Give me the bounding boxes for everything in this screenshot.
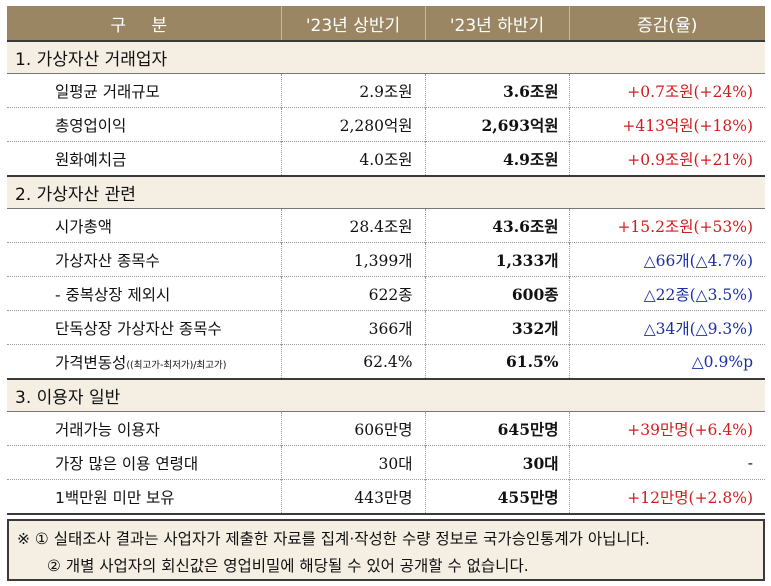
table-row: 시가총액 28.4조원 43.6조원 +15.2조원(+53%) <box>7 208 765 243</box>
header-change: 증감(율) <box>568 6 765 41</box>
change-value: △22종(△3.5%) <box>568 276 765 311</box>
second-half-value: 30대 <box>424 445 569 480</box>
second-half-value: 3.6조원 <box>424 73 569 108</box>
table-row: 단독상장 가상자산 종목수 366개 332개 △34개(△9.3%) <box>7 310 765 345</box>
row-label: 단독상장 가상자산 종목수 <box>55 319 222 338</box>
first-half-value: 4.0조원 <box>280 141 425 176</box>
row-label-cell: 일평균 거래규모 <box>7 73 281 108</box>
change-value: +0.9조원(+21%) <box>568 141 765 176</box>
row-label-cell: 1백만원 미만 보유 <box>7 479 281 515</box>
change-value: +0.7조원(+24%) <box>568 73 765 108</box>
change-value: +413억원(+18%) <box>568 107 765 142</box>
row-label-cell: 원화예치금 <box>7 141 281 176</box>
change-value: △34개(△9.3%) <box>568 310 765 345</box>
first-half-value: 443만명 <box>280 479 425 515</box>
first-half-value: 2.9조원 <box>280 73 425 108</box>
change-value: △0.9%p <box>568 344 765 379</box>
section-header-row: 3. 이용자 일반 <box>7 378 765 412</box>
row-label: 가상자산 종목수 <box>55 251 160 270</box>
table-row: - 중복상장 제외시 622종 600종 △22종(△3.5%) <box>7 276 765 311</box>
first-half-value: 1,399개 <box>280 242 425 277</box>
row-label-note: ((최고가-최저가)/최고가) <box>126 359 227 371</box>
second-half-value: 61.5% <box>424 344 569 379</box>
section-header-row: 1. 가상자산 거래업자 <box>7 40 765 74</box>
table-row: 일평균 거래규모 2.9조원 3.6조원 +0.7조원(+24%) <box>7 73 765 108</box>
second-half-value: 4.9조원 <box>424 141 569 176</box>
change-value: △66개(△4.7%) <box>568 242 765 277</box>
row-label-cell: 단독상장 가상자산 종목수 <box>7 310 281 345</box>
section-title: 2. 가상자산 관련 <box>7 175 765 209</box>
change-value: - <box>568 445 765 480</box>
change-value: +15.2조원(+53%) <box>568 208 765 243</box>
first-half-value: 30대 <box>280 445 425 480</box>
row-label: - 중복상장 제외시 <box>55 285 171 304</box>
row-label-cell: 가상자산 종목수 <box>7 242 281 277</box>
row-label: 가격변동성 <box>55 353 127 372</box>
second-half-value: 600종 <box>424 276 569 311</box>
header-category: 구 분 <box>7 6 281 41</box>
row-label: 일평균 거래규모 <box>55 82 160 101</box>
row-label: 1백만원 미만 보유 <box>55 488 175 507</box>
table-header-row: 구 분 '23년 상반기 '23년 하반기 증감(율) <box>7 6 765 41</box>
row-label-cell: - 중복상장 제외시 <box>7 276 281 311</box>
row-label: 총영업이익 <box>55 116 127 135</box>
section-title: 3. 이용자 일반 <box>7 378 765 412</box>
row-label: 원화예치금 <box>55 150 127 169</box>
row-label: 시가총액 <box>55 217 113 236</box>
row-label-cell: 가격변동성((최고가-최저가)/최고가) <box>7 344 281 379</box>
note-line-1: ※ ① 실태조사 결과는 사업자가 제출한 자료를 집계·작성한 수량 정보로 … <box>17 530 650 548</box>
first-half-value: 606만명 <box>280 411 425 446</box>
change-value: +12만명(+2.8%) <box>568 479 765 515</box>
table-row: 가상자산 종목수 1,399개 1,333개 △66개(△4.7%) <box>7 242 765 277</box>
table-row: 가장 많은 이용 연령대 30대 30대 - <box>7 445 765 480</box>
note-line-2: ② 개별 사업자의 회신값은 영업비밀에 해당될 수 있어 공개할 수 없습니다… <box>47 557 529 575</box>
row-label-cell: 거래가능 이용자 <box>7 411 281 446</box>
notes-box: ※ ① 실태조사 결과는 사업자가 제출한 자료를 집계·작성한 수량 정보로 … <box>7 519 765 581</box>
first-half-value: 62.4% <box>280 344 425 379</box>
first-half-value: 2,280억원 <box>280 107 425 142</box>
table-row: 1백만원 미만 보유 443만명 455만명 +12만명(+2.8%) <box>7 479 765 515</box>
row-label-cell: 총영업이익 <box>7 107 281 142</box>
stats-table-container: 구 분 '23년 상반기 '23년 하반기 증감(율) 1. 가상자산 거래업자… <box>7 6 765 515</box>
second-half-value: 1,333개 <box>424 242 569 277</box>
table-row: 가격변동성((최고가-최저가)/최고가) 62.4% 61.5% △0.9%p <box>7 344 765 379</box>
second-half-value: 332개 <box>424 310 569 345</box>
row-label: 가장 많은 이용 연령대 <box>55 454 199 473</box>
section-title: 1. 가상자산 거래업자 <box>7 40 765 74</box>
first-half-value: 28.4조원 <box>280 208 425 243</box>
table-row: 원화예치금 4.0조원 4.9조원 +0.9조원(+21%) <box>7 141 765 176</box>
second-half-value: 43.6조원 <box>424 208 569 243</box>
row-label: 거래가능 이용자 <box>55 420 160 439</box>
first-half-value: 622종 <box>280 276 425 311</box>
header-first-half: '23년 상반기 <box>280 6 425 41</box>
row-label-cell: 가장 많은 이용 연령대 <box>7 445 281 480</box>
table-row: 총영업이익 2,280억원 2,693억원 +413억원(+18%) <box>7 107 765 142</box>
table-row: 거래가능 이용자 606만명 645만명 +39만명(+6.4%) <box>7 411 765 446</box>
second-half-value: 645만명 <box>424 411 569 446</box>
header-second-half: '23년 하반기 <box>424 6 569 41</box>
second-half-value: 455만명 <box>424 479 569 515</box>
change-value: +39만명(+6.4%) <box>568 411 765 446</box>
stats-table: 구 분 '23년 상반기 '23년 하반기 증감(율) 1. 가상자산 거래업자… <box>7 6 765 515</box>
first-half-value: 366개 <box>280 310 425 345</box>
row-label-cell: 시가총액 <box>7 208 281 243</box>
section-header-row: 2. 가상자산 관련 <box>7 175 765 209</box>
second-half-value: 2,693억원 <box>424 107 569 142</box>
